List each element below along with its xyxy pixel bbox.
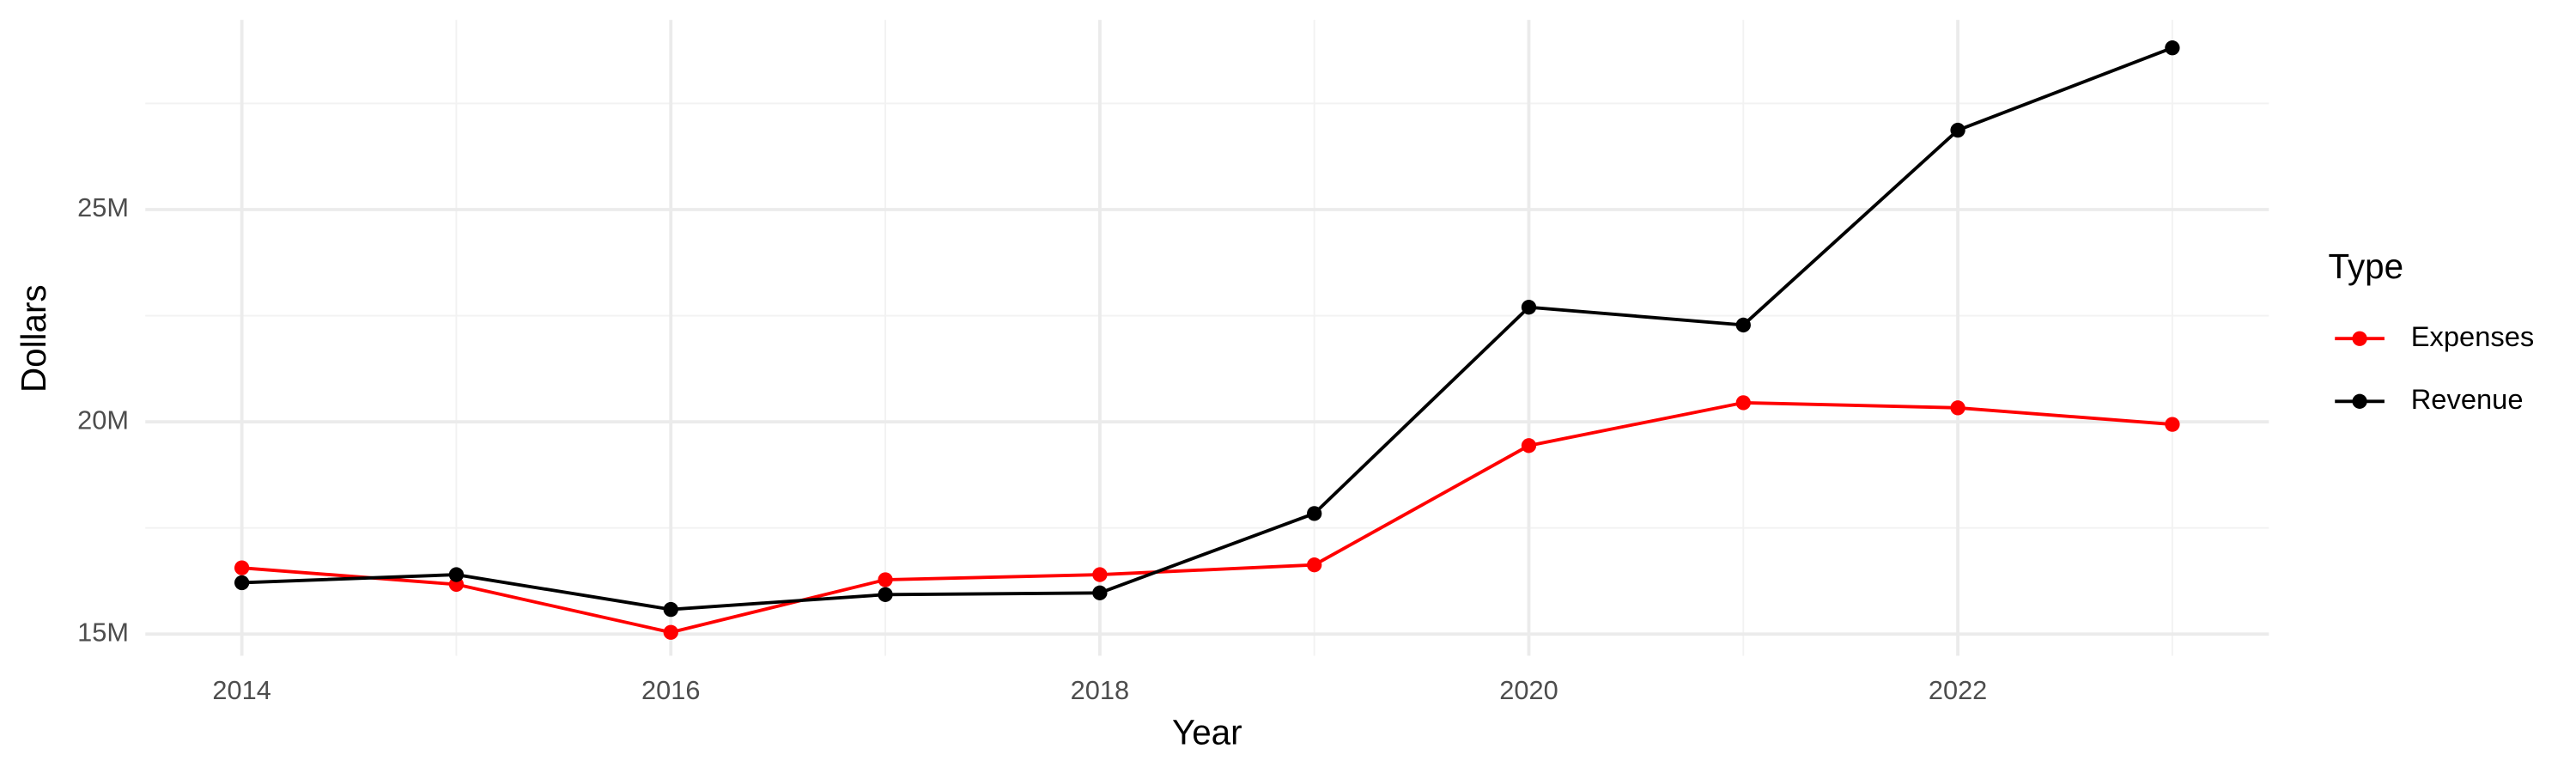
legend-marker (2352, 393, 2367, 409)
data-point (1307, 506, 1322, 521)
data-point (448, 567, 465, 582)
data-point (2165, 40, 2180, 56)
legend-label: Expenses (2411, 320, 2535, 352)
x-tick-label: 2014 (212, 675, 270, 705)
data-point (1735, 317, 1751, 333)
y-tick-label: 20M (77, 405, 129, 435)
data-point (663, 601, 678, 618)
x-tick-label: 2022 (1929, 675, 1987, 705)
x-tick-label: 2020 (1499, 675, 1558, 705)
data-point (878, 587, 893, 602)
data-point (234, 560, 250, 575)
data-point (1092, 567, 1108, 582)
data-point (1521, 300, 1537, 315)
x-tick-label: 2016 (641, 675, 700, 705)
data-point (1735, 395, 1751, 411)
y-tick-label: 25M (77, 192, 129, 222)
data-point (1092, 585, 1108, 600)
series-line (241, 46, 2173, 612)
y-tick-label: 15M (77, 617, 129, 647)
data-point (1307, 557, 1322, 573)
data-point (1950, 122, 1965, 138)
data-point (1950, 400, 1965, 416)
x-axis-title: Year (1172, 712, 1242, 752)
data-point (878, 572, 893, 587)
legend-title: Type (2329, 247, 2404, 286)
data-point (1521, 438, 1537, 453)
data-point (663, 624, 678, 640)
grid (145, 20, 2269, 656)
legend-label: Revenue (2411, 383, 2524, 415)
x-tick-label: 2018 (1071, 675, 1129, 705)
y-axis-title: Dollars (14, 284, 53, 393)
data-point (234, 575, 250, 591)
legend-marker (2352, 331, 2367, 346)
series-line (241, 400, 2173, 635)
data-point (2165, 417, 2180, 432)
